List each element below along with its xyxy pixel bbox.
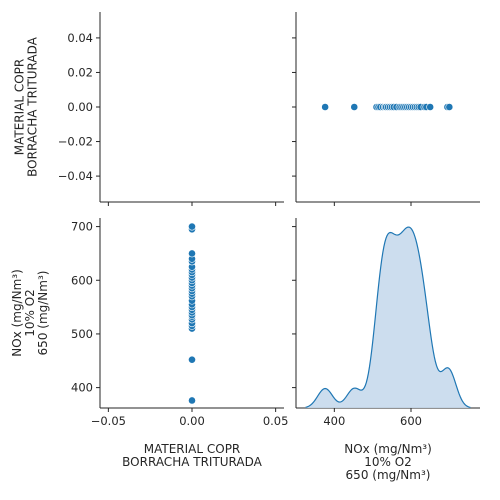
scatter-point — [350, 103, 359, 111]
kde-fill — [305, 227, 471, 408]
panel-bottom-left: 400 500 600 700 −0.05 0.00 0.05 — [71, 218, 288, 428]
scatter-point — [188, 249, 196, 258]
bottom-left-x-tick-label: 0.05 — [263, 414, 289, 428]
top-left-y-tick-label: 0.02 — [67, 65, 93, 79]
kde-line — [305, 226, 471, 409]
y-label-material-line: MATERIAL COPR — [13, 59, 27, 156]
x-label-nox-line: NOx (mg/Nm³) — [344, 442, 432, 456]
x-label-nox-line: 10% O2 — [364, 455, 412, 469]
y-label-material-line: BORRACHA TRITURADA — [26, 36, 40, 176]
scatter-point — [426, 103, 435, 111]
scatter-point — [188, 396, 196, 405]
bottom-left-x-tick-label: −0.05 — [91, 414, 126, 428]
y-label-nox-line: 10% O2 — [23, 289, 37, 337]
bottom-right-x-tick-label: 600 — [400, 414, 422, 428]
x-label-material-line: MATERIAL COPR — [144, 442, 241, 456]
bottom-right-x-tick-label: 400 — [323, 414, 345, 428]
scatter-point — [188, 355, 196, 364]
bottom-left-y-tick-label: 500 — [71, 327, 93, 341]
bottom-left-y-tick-label: 600 — [71, 273, 93, 287]
panel-top-right — [292, 12, 480, 206]
bottom-left-x-tick-label: 0.00 — [179, 414, 205, 428]
x-label-material-line: BORRACHA TRITURADA — [122, 455, 262, 469]
top-left-y-tick-label: −0.04 — [58, 169, 93, 183]
top-left-y-tick-label: 0.04 — [67, 31, 93, 45]
x-label-nox-line: 650 (mg/Nm³) — [346, 468, 431, 482]
x-label-material: MATERIAL COPR BORRACHA TRITURADA — [122, 442, 262, 469]
y-label-nox-line: 650 (mg/Nm³) — [36, 271, 50, 356]
scatter-point — [188, 222, 196, 231]
panel-top-left: −0.04 −0.02 0.00 0.02 0.04 — [58, 12, 284, 206]
top-left-y-tick-label: −0.02 — [58, 135, 93, 149]
scatter-point — [445, 103, 454, 111]
panel-bottom-right: 400 600 — [292, 218, 480, 428]
bottom-left-y-tick-label: 400 — [71, 381, 93, 395]
x-label-nox: NOx (mg/Nm³) 10% O2 650 (mg/Nm³) — [344, 442, 432, 482]
y-label-nox: NOx (mg/Nm³)10% O2650 (mg/Nm³) — [10, 269, 50, 357]
y-label-nox-line: NOx (mg/Nm³) — [10, 269, 24, 357]
bottom-left-y-tick-label: 700 — [71, 220, 93, 234]
top-left-y-tick-label: 0.00 — [67, 100, 93, 114]
y-label-material: MATERIAL COPRBORRACHA TRITURADA — [13, 36, 40, 176]
scatter-point — [321, 103, 330, 111]
